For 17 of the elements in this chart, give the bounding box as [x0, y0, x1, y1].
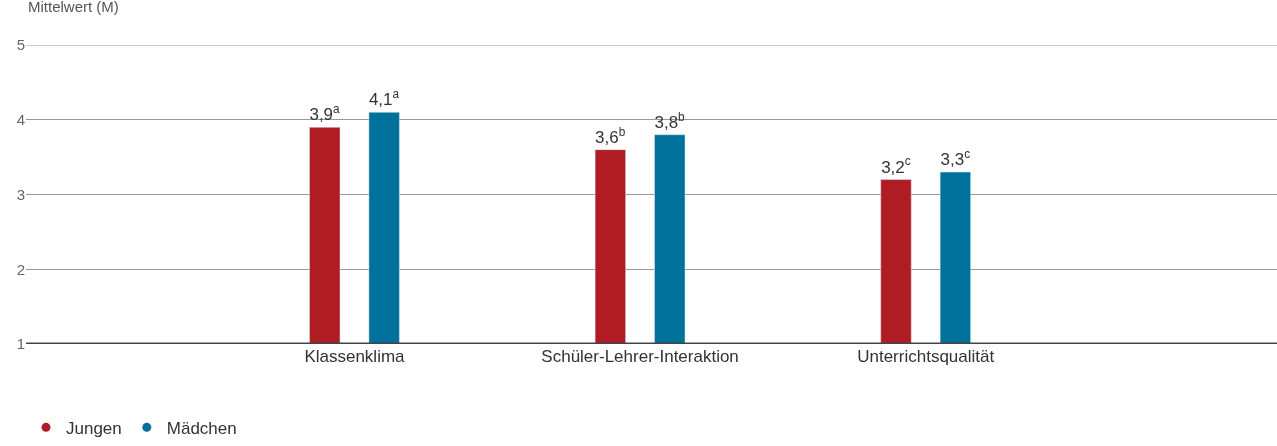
data-label: 3,3$^{c}$ [940, 146, 971, 170]
x-tick-label: Schüler-Lehrer-Interaktion [541, 347, 739, 366]
y-tick-label: 5 [16, 36, 25, 54]
y-tick-label: 1 [16, 335, 25, 353]
y-tick-label: 3 [16, 185, 25, 203]
data-label: 4,1$^{a}$ [368, 87, 400, 110]
data-label: 3,8$^{b}$ [654, 109, 686, 132]
y-axis-title: Mittelwert (M) [28, 0, 119, 15]
legend-label: Mädchen [166, 418, 237, 438]
data-label: 3,6$^{b}$ [595, 124, 626, 147]
y-tick-label: 2 [16, 260, 25, 278]
x-tick-label: Klassenklima [304, 347, 406, 366]
x-tick-label: Unterrichtsqualität [857, 347, 995, 366]
y-tick-label: 4 [16, 111, 25, 128]
legend-label: Jungen [66, 418, 122, 438]
data-label: 3,2$^{c}$ [881, 154, 911, 177]
data-label: 3,9$^{a}$ [309, 102, 341, 125]
